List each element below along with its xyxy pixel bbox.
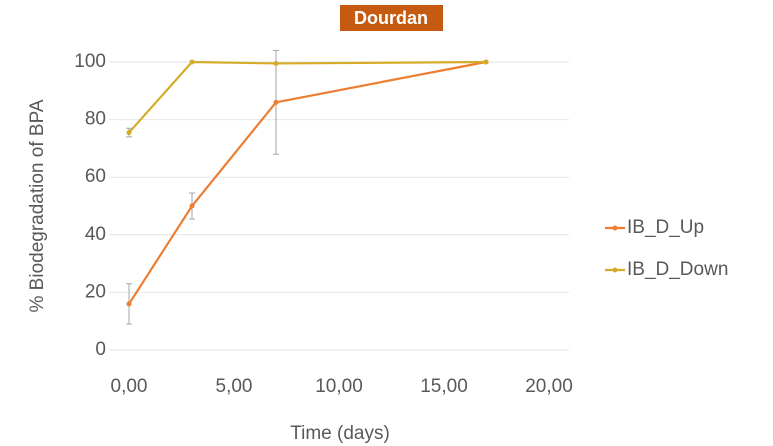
y-tick-label: 80: [85, 109, 106, 130]
series-line: [128, 60, 487, 305]
marker: [273, 60, 279, 66]
x-axis-label: Time (days): [290, 423, 390, 444]
legend-marker: [612, 267, 618, 273]
x-tick-label: 0,00: [111, 376, 148, 397]
marker: [189, 203, 195, 209]
marker: [483, 59, 489, 65]
y-tick-label: 40: [85, 224, 106, 245]
y-tick-label: 100: [74, 51, 106, 72]
series-line: [128, 60, 487, 134]
x-tick-label: 5,00: [216, 376, 253, 397]
chart-title: Dourdan: [354, 8, 428, 28]
x-tick-label: 10,00: [315, 376, 363, 397]
marker: [189, 59, 195, 65]
y-axis-label: % Biodegradation of BPA: [27, 99, 48, 312]
x-tick-label: 15,00: [420, 376, 468, 397]
x-tick-label: 20,00: [525, 376, 573, 397]
y-tick-label: 20: [85, 281, 106, 302]
y-tick-label: 60: [85, 166, 106, 187]
y-tick-label: 0: [95, 339, 106, 360]
marker: [273, 99, 279, 105]
legend-label: IB_D_Up: [627, 217, 704, 238]
marker: [126, 301, 132, 307]
title-box: [340, 5, 443, 31]
legend-marker: [612, 225, 618, 231]
legend-label: IB_D_Down: [627, 259, 728, 280]
marker: [126, 130, 132, 136]
